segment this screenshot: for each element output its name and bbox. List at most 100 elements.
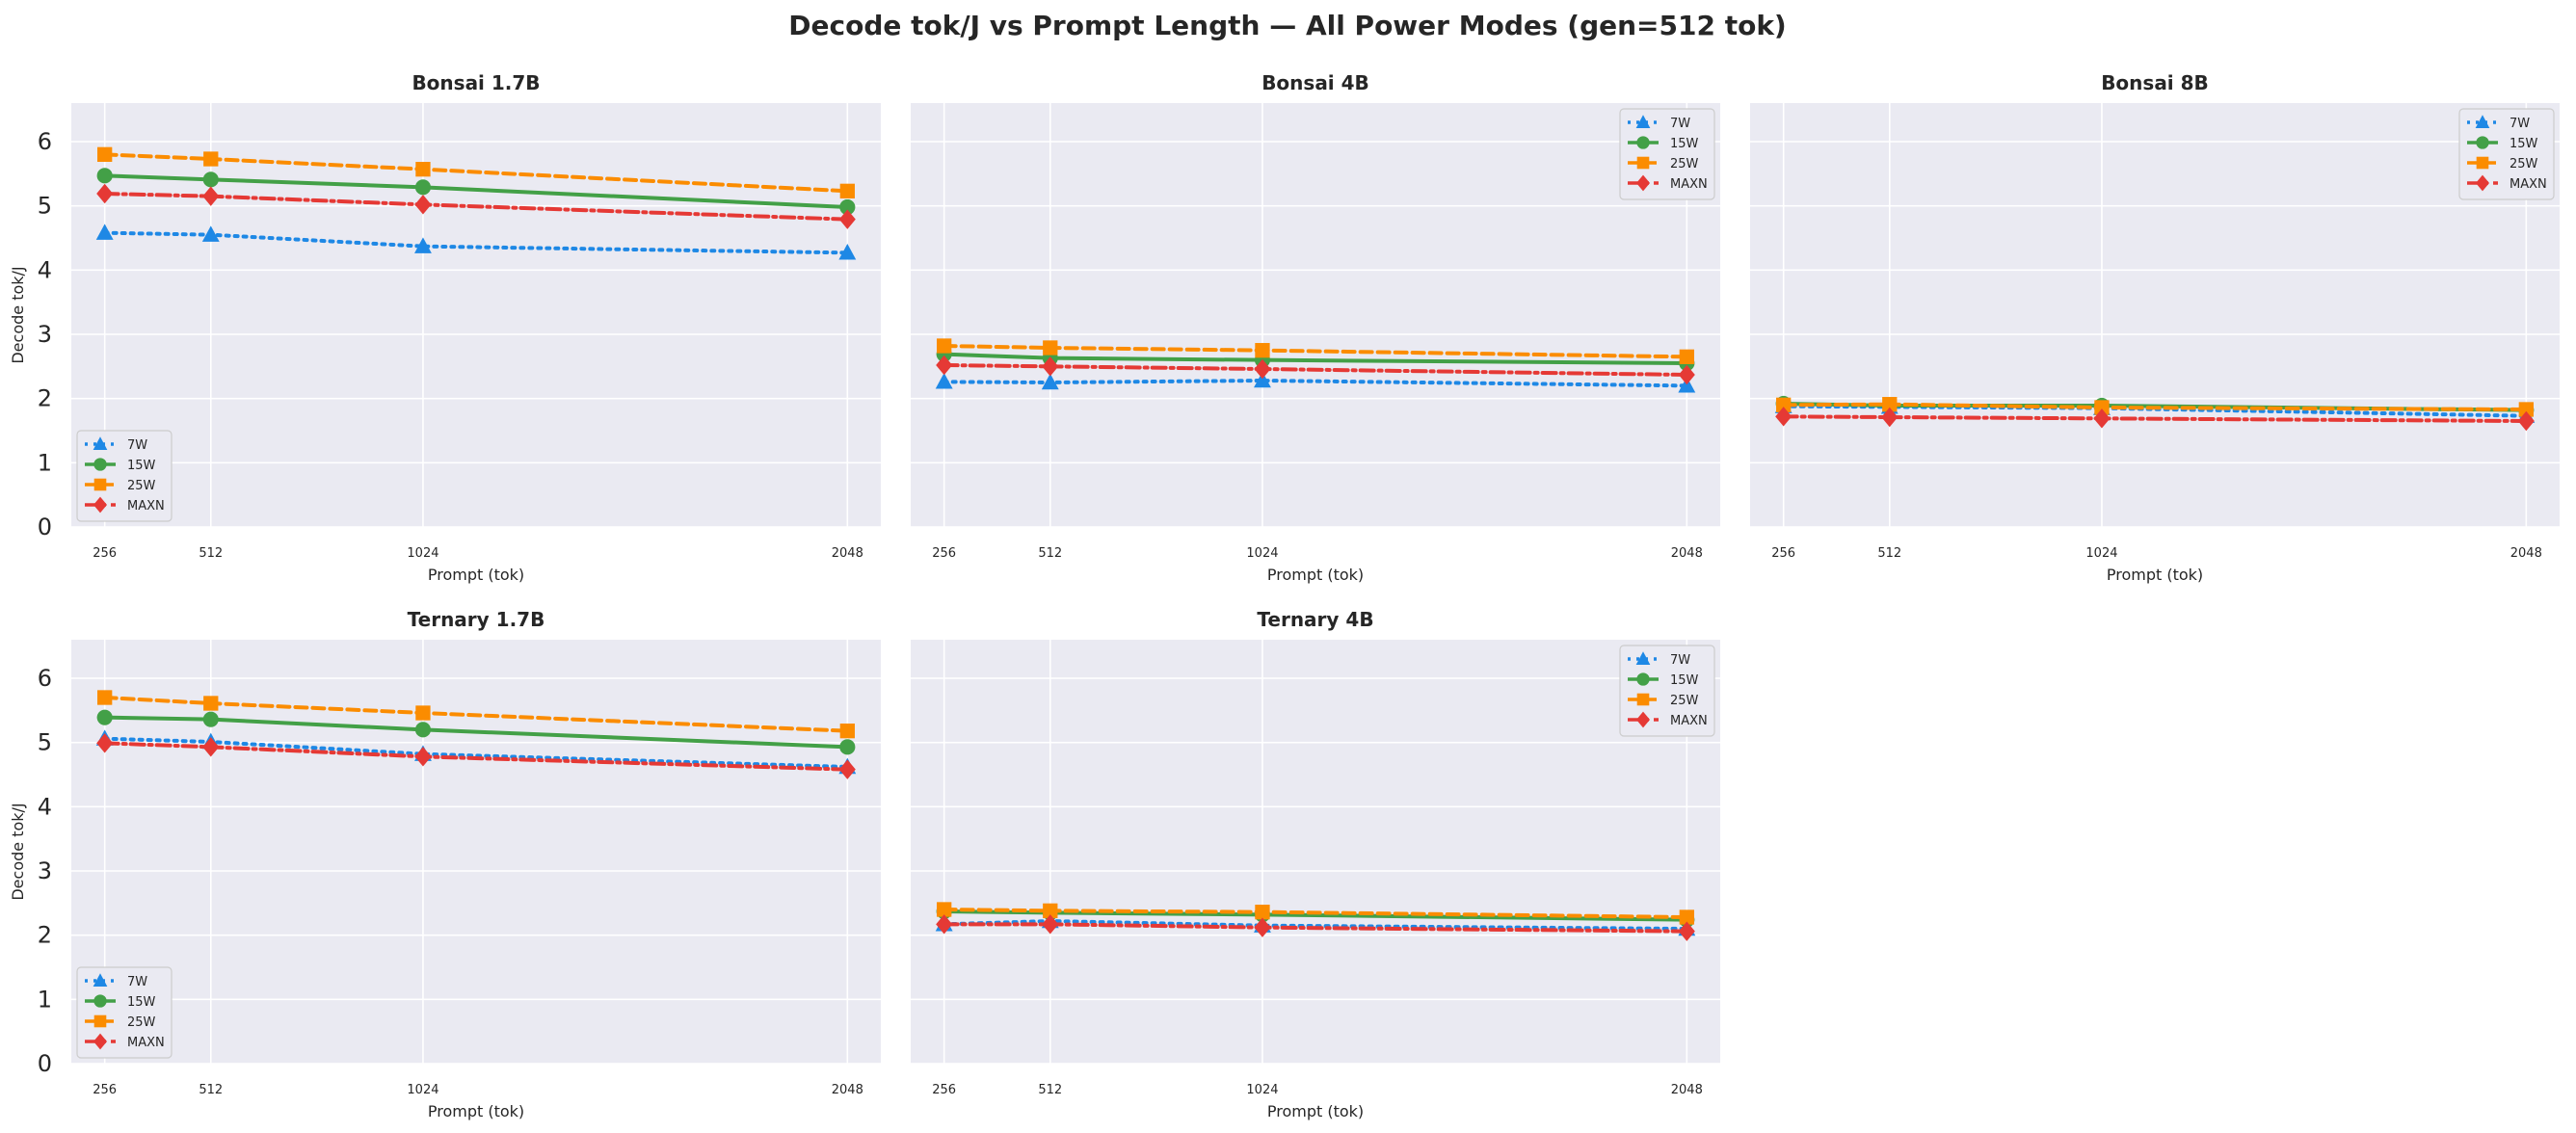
series-maxn [96,183,856,229]
series-maxn [96,733,856,779]
data-point [839,198,856,216]
x-tick-label: 256 [932,1083,956,1097]
subplot-5: Ternary 4B 256 512 1024 2048 Prompt (tok) 7W 15… [911,608,1720,1120]
data-point [937,338,952,354]
legend-marker [1635,115,1651,128]
x-tick-label: 1024 [407,1083,438,1097]
y-axis-label: Decode tok/J [9,266,27,363]
data-point [839,724,855,739]
data-point [96,709,113,725]
x-tick-label: 2048 [2510,546,2542,561]
legend-marker [93,436,108,450]
data-point [414,237,432,253]
data-point [2093,408,2111,429]
legend-marker [2476,136,2489,149]
data-point [95,224,114,240]
x-tick-label: 512 [1877,546,1901,561]
x-tick-label: 1024 [407,546,438,561]
legend-label: MAXN [1670,177,1708,192]
legend-label: 7W [1670,117,1690,131]
series-25w [97,146,855,198]
y-tick-label: 6 [38,665,52,692]
series-25w [97,690,855,739]
legend-label: 25W [127,479,156,493]
y-tick-label: 1 [38,449,52,476]
legend-label: 25W [1670,694,1699,708]
x-tick-label: 512 [199,546,223,561]
series-maxn [936,355,1695,385]
data-point [414,722,432,738]
x-tick-label: 1024 [2085,546,2117,561]
data-point [202,737,220,757]
x-tick-label: 2048 [1671,546,1703,561]
data-point [839,739,856,755]
y-tick-label: 4 [38,256,52,283]
data-point [1882,397,1898,412]
legend: 7W 15W 25W MAXN [1619,108,1715,200]
series-line [102,152,850,194]
data-point [838,759,856,779]
data-point [2094,400,2110,415]
x-tick-label: 1024 [1246,546,1278,561]
data-point [1255,343,1270,358]
series-line [1781,414,2529,423]
data-point [414,179,432,196]
data-point [1042,914,1059,935]
data-point [203,151,219,167]
series-line [102,736,850,769]
data-point [838,209,856,229]
y-tick-label: 1 [38,986,52,1013]
data-point [1043,340,1058,356]
subplot-title: Bonsai 8B [2101,71,2209,94]
x-axis-label: Prompt (tok) [428,566,524,584]
figure-title: Decode tok/J vs Prompt Length — All Powe… [788,10,1786,41]
data-point [1776,397,1792,412]
x-tick-label: 2048 [1671,1083,1703,1097]
legend-marker [93,478,107,491]
data-point [1042,356,1059,377]
data-point [1679,909,1694,925]
legend-marker [1636,693,1650,706]
data-point [937,902,952,917]
legend-marker [1636,174,1650,192]
x-tick-label: 1024 [1246,1083,1278,1097]
plot-area [911,103,1720,527]
x-axis-label: Prompt (tok) [1267,1102,1364,1120]
legend-label: 7W [127,438,147,453]
series-15w [96,709,856,755]
x-axis-label: Prompt (tok) [2107,566,2203,584]
series-line [942,344,1689,359]
series-7w [95,224,857,260]
legend-marker [2475,115,2490,128]
series-25w [937,338,1694,364]
legend-label: 15W [1670,673,1699,688]
legend-marker [93,973,108,987]
subplot-1: Bonsai 1.7B 256 512 1024 2048 0 1 2 3 4 5 6 Prompt (… [9,71,881,584]
data-point [97,690,113,705]
legend: 7W 15W 25W MAXN [2458,108,2555,200]
legend: 7W 15W 25W MAXN [1619,645,1715,737]
series-line [102,715,850,750]
y-tick-label: 3 [38,857,52,884]
x-tick-label: 512 [1038,1083,1062,1097]
legend-marker [2476,174,2489,192]
plot-area [911,640,1720,1064]
x-tick-label: 256 [932,546,956,561]
series-line [942,363,1689,377]
x-tick-label: 256 [1771,546,1795,561]
series-25w [937,902,1694,925]
data-point [838,243,857,260]
series-7w [935,371,1696,393]
data-point [202,711,219,727]
data-point [96,183,114,204]
legend-label: MAXN [1670,714,1708,728]
y-tick-label: 2 [38,922,52,949]
data-point [936,914,953,935]
data-point [1775,407,1793,427]
data-point [2517,410,2535,432]
x-tick-label: 2048 [832,546,863,561]
series-line [102,192,850,222]
y-tick-label: 0 [38,514,52,540]
x-tick-label: 512 [1038,546,1062,561]
